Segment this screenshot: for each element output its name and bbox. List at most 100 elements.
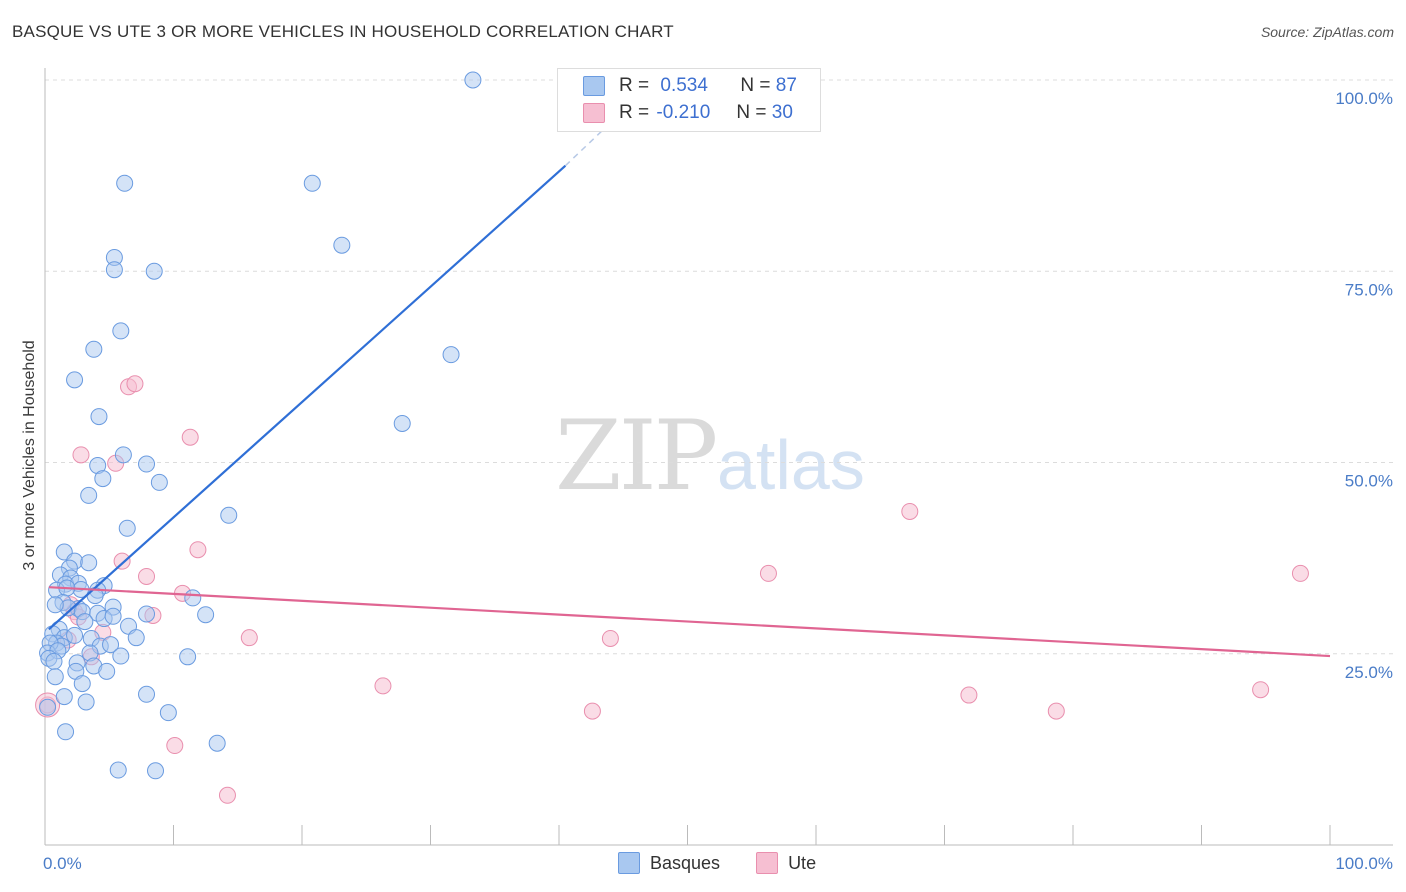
basques-point — [127, 629, 145, 647]
basques-point — [45, 652, 63, 670]
basques-point — [46, 668, 64, 686]
basques-point — [138, 605, 156, 623]
basques-point — [197, 606, 215, 624]
ute-point — [759, 564, 777, 582]
basques-point — [112, 322, 130, 340]
basques-point — [39, 698, 57, 716]
basques-point — [150, 473, 168, 491]
ute-point — [72, 446, 90, 464]
x-tick-label: 0.0% — [43, 854, 82, 873]
basques-point — [179, 648, 197, 666]
correlation-legend: R = 0.534 N = 87 R = -0.210 N = 30 — [557, 68, 821, 132]
axis-labels: 25.0% 50.0% 75.0% 100.0% 0.0% 100.0% 3 or more… — [21, 89, 1393, 873]
ute-point — [1047, 702, 1065, 720]
basques-point — [138, 455, 156, 473]
ute-points — [35, 375, 1309, 804]
basques-point — [464, 71, 482, 89]
basques-point — [80, 486, 98, 504]
y-axis-title: 3 or more Vehicles in Household — [21, 340, 38, 570]
y-tick-label: 50.0% — [1345, 472, 1393, 491]
y-tick-label: 100.0% — [1335, 89, 1393, 108]
ute-point — [189, 541, 207, 559]
basques-legend-label: Basques — [650, 852, 721, 873]
watermark-zip: ZIP — [555, 400, 718, 512]
ute-n-label: N = — [736, 102, 767, 123]
ute-n-value: 30 — [771, 102, 793, 123]
series-legend: Basques Ute — [618, 852, 816, 874]
basques-point — [85, 340, 103, 358]
ute-point — [1252, 681, 1270, 699]
basques-points — [39, 71, 482, 780]
basques-trend-line — [48, 164, 567, 631]
legend-row-basques: R = 0.534 N = 87 — [583, 73, 797, 99]
basques-point — [159, 704, 177, 722]
source-label: Source: ZipAtlas.com — [1260, 24, 1394, 40]
ute-r-label: R = — [619, 102, 650, 123]
ute-legend-label: Ute — [788, 852, 817, 873]
ute-r-value: -0.210 — [656, 102, 711, 123]
ute-point — [901, 502, 919, 520]
basques-point — [46, 596, 64, 614]
ute-point — [960, 686, 978, 704]
basques-point — [77, 693, 95, 711]
basques-point — [220, 506, 238, 524]
axes — [44, 68, 1393, 846]
basques-point — [102, 636, 120, 654]
basques-point — [208, 734, 226, 752]
basques-point — [109, 761, 127, 779]
basques-n-label: N = — [740, 75, 771, 96]
chart-title: BASQUE VS UTE 3 OR MORE VEHICLES IN HOUS… — [12, 22, 674, 41]
ute-trend-line — [48, 586, 1331, 658]
basques-r-label: R = — [619, 75, 650, 96]
legend-row-ute: R = -0.210 N = 30 — [583, 100, 793, 126]
basques-r-value: 0.534 — [660, 75, 708, 96]
basques-point — [55, 688, 73, 706]
ute-legend-swatch — [756, 852, 779, 874]
basques-point — [184, 589, 202, 607]
basques-point — [90, 408, 108, 426]
basques-point — [105, 261, 123, 279]
basques-point — [147, 762, 165, 780]
basques-point — [114, 446, 132, 464]
ute-point — [1291, 564, 1309, 582]
basques-point — [80, 554, 98, 572]
ute-point — [374, 677, 392, 695]
basques-point — [393, 414, 411, 432]
basques-legend-swatch — [618, 852, 640, 874]
basques-point — [76, 613, 94, 631]
basques-point — [333, 236, 351, 254]
basques-point — [104, 607, 122, 625]
ute-point — [583, 702, 601, 720]
ute-point — [113, 552, 131, 570]
basques-point — [116, 174, 134, 192]
basques-point — [303, 174, 321, 192]
ute-point — [601, 629, 619, 647]
y-tick-label: 75.0% — [1345, 280, 1393, 299]
basques-swatch — [583, 76, 605, 96]
y-tick-label: 25.0% — [1345, 663, 1393, 682]
ute-swatch — [583, 103, 605, 123]
basques-n-value: 87 — [775, 75, 797, 96]
ute-point — [166, 737, 184, 755]
basques-point — [442, 346, 460, 364]
ute-point — [181, 428, 199, 446]
trend-lines — [48, 116, 1331, 658]
basques-point — [66, 371, 84, 389]
basques-point — [118, 519, 136, 537]
basques-point — [138, 685, 156, 703]
ute-point — [240, 629, 258, 647]
basques-point — [94, 470, 112, 488]
ute-point — [138, 567, 156, 585]
basques-point — [57, 723, 75, 741]
basques-point — [66, 626, 84, 644]
basques-point — [73, 675, 91, 693]
basques-point — [112, 647, 130, 665]
basques-point — [98, 662, 116, 680]
grid — [45, 79, 1393, 655]
basques-point — [145, 262, 163, 280]
ute-point — [126, 375, 144, 393]
ute-point — [218, 786, 236, 804]
watermark-atlas: atlas — [717, 426, 865, 504]
x-tick-label: 100.0% — [1335, 854, 1393, 873]
